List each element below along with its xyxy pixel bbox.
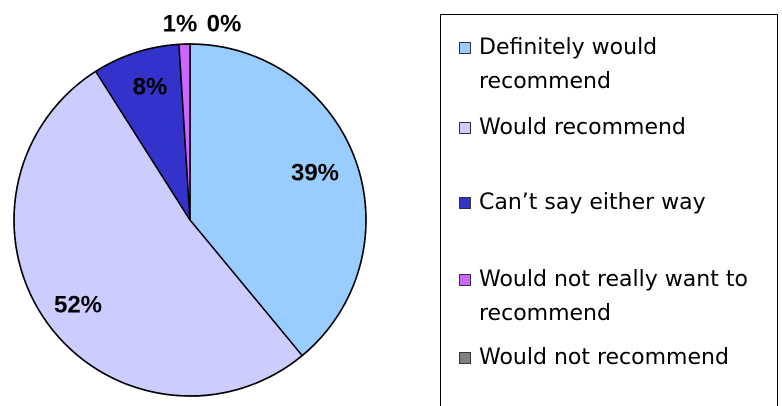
legend-item-would-not-really-want-to-recommend: Would not really want to recommend (459, 263, 771, 331)
legend-swatch (459, 352, 471, 364)
legend-label: Can’t say either way (479, 190, 706, 215)
legend-item-definitely-would-recommend: Definitely would recommend (459, 31, 771, 99)
pie-outline (13, 43, 367, 397)
legend-label: Would not really want to recommend (479, 267, 748, 326)
legend-item-would-recommend: Would recommend (459, 111, 771, 145)
legend-label: Would not recommend (479, 345, 729, 370)
pie-data-label: 1% (163, 10, 198, 37)
chart-legend: Definitely would recommend Would recomme… (440, 14, 778, 406)
pie-data-label: 8% (133, 73, 168, 100)
legend-swatch (459, 197, 471, 209)
legend-swatch (459, 122, 471, 134)
pie-data-label: 52% (54, 291, 102, 318)
legend-item-cant-say-either-way: Can’t say either way (459, 186, 771, 220)
legend-label: Would recommend (479, 115, 686, 140)
legend-item-would-not-recommend: Would not recommend (459, 341, 771, 375)
pie-chart: 39% 52% 8% 1% 0% (13, 10, 367, 397)
legend-label: Definitely would recommend (479, 35, 658, 94)
pie-data-label: 39% (291, 159, 339, 186)
legend-swatch (459, 274, 471, 286)
pie-data-label: 0% (207, 10, 242, 37)
legend-swatch (459, 42, 471, 54)
